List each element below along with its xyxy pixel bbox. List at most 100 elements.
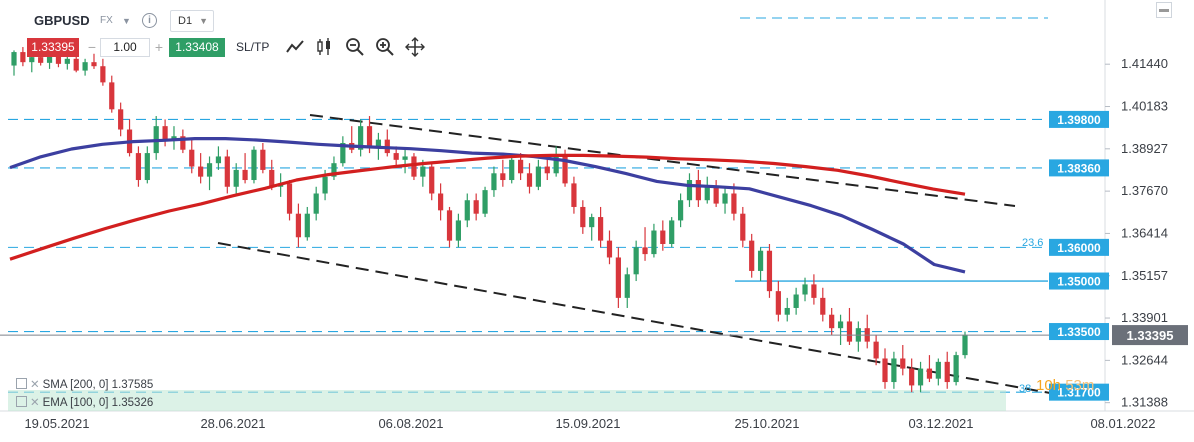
candle-body (784, 307, 790, 315)
candle-body (829, 314, 835, 329)
candle-body (597, 217, 604, 241)
candle-countdown: 10h 53m (1036, 377, 1094, 394)
candle-body (331, 163, 337, 177)
candle-body (544, 166, 550, 174)
candle-body (91, 62, 97, 67)
x-tick-label: 06.08.2021 (378, 416, 443, 431)
candle-body (420, 166, 426, 177)
level-tag-label: 1.35000 (1057, 275, 1101, 289)
y-tick-label: 1.41440 (1121, 56, 1168, 71)
candle-body (713, 186, 719, 204)
minimize-icon[interactable]: ▬ (1156, 2, 1172, 18)
candle-body (793, 294, 799, 308)
candle-body (873, 341, 879, 359)
crosshair-icon[interactable] (404, 36, 426, 58)
x-tick-label: 03.12.2021 (908, 416, 973, 431)
candle-body (38, 57, 44, 63)
zoom-in-icon[interactable] (374, 36, 396, 58)
level-tag-label: 1.31700 (1057, 386, 1101, 400)
candle-body (446, 210, 453, 241)
candle-body (340, 142, 346, 164)
candle-body (953, 355, 959, 383)
volume-decrease-button[interactable]: − (87, 39, 97, 55)
candle-body (615, 257, 621, 298)
candle-body (571, 183, 577, 207)
candle-body (411, 156, 417, 177)
sl-tp-button[interactable]: SL/TP (236, 40, 270, 54)
settings-icon[interactable] (16, 396, 27, 407)
candle-body (562, 156, 568, 184)
line-chart-icon[interactable] (284, 36, 306, 58)
ema-legend-text: EMA [100, 0] 1.35326 (42, 397, 154, 409)
candle-body (740, 213, 746, 241)
candle-body (624, 274, 630, 298)
candle-body (731, 193, 737, 214)
candle-body (73, 58, 79, 71)
sell-button[interactable]: 1.33395 (27, 38, 79, 57)
candle-body (606, 240, 613, 258)
fib-label: 38 (1019, 383, 1031, 395)
candle-body (749, 240, 755, 271)
level-tag-label: 1.33500 (1057, 325, 1101, 339)
y-tick-label: 1.35157 (1121, 268, 1168, 283)
level-tag (1049, 272, 1109, 290)
sma-legend[interactable]: ✕ SMA [200, 0] 1.37585 (16, 378, 153, 392)
buy-button[interactable]: 1.33408 (169, 38, 225, 57)
timeframe-select[interactable]: D1 ▼ (170, 10, 214, 32)
candle-body (464, 200, 470, 221)
candle-body (313, 193, 319, 214)
chevron-down-icon: ▼ (199, 16, 208, 26)
chevron-down-icon[interactable]: ▼ (122, 16, 131, 26)
candle-body (846, 321, 853, 342)
y-tick-label: 1.32644 (1121, 352, 1168, 367)
zoom-out-icon[interactable] (344, 36, 366, 58)
candle-body (526, 173, 533, 187)
y-tick-label: 1.37670 (1121, 183, 1168, 198)
volume-increase-button[interactable]: + (154, 39, 164, 55)
candle-body (206, 163, 213, 177)
candle-body (651, 230, 657, 255)
ema-legend[interactable]: ✕ EMA [100, 0] 1.35326 (16, 396, 153, 410)
candle-body (820, 297, 826, 315)
candle-body (20, 52, 26, 63)
candle-body (686, 180, 693, 201)
market-label: FX (100, 15, 113, 26)
candle-body (242, 169, 248, 181)
level-tag (1049, 383, 1109, 401)
candle-body (198, 166, 204, 177)
candle-body (766, 250, 773, 292)
candle-body (633, 247, 639, 275)
info-icon[interactable]: i (142, 13, 157, 28)
settings-icon[interactable] (16, 378, 27, 389)
candle-body (837, 321, 844, 329)
candle-body (642, 247, 648, 255)
candle-body (917, 368, 924, 386)
level-tag (1049, 238, 1109, 256)
candle-body (402, 156, 408, 160)
candle-body (286, 183, 293, 214)
candle-body (589, 217, 595, 228)
volume-input[interactable]: 1.00 (100, 38, 150, 57)
candle-body (100, 66, 106, 83)
candle-body (224, 156, 230, 187)
candles-icon[interactable] (314, 36, 336, 58)
candle-body (722, 193, 728, 204)
y-tick-label: 1.40183 (1121, 99, 1168, 114)
current-price-tag (1112, 325, 1188, 346)
candle-body (802, 284, 808, 295)
symbol-label[interactable]: GBPUSD (34, 13, 90, 28)
close-icon[interactable]: ✕ (30, 379, 40, 391)
candle-body (215, 156, 222, 164)
close-icon[interactable]: ✕ (30, 397, 40, 409)
sma-legend-text: SMA [200, 0] 1.37585 (42, 379, 154, 391)
candle-body (29, 57, 35, 63)
candle-body (500, 173, 506, 181)
sma-line (9, 137, 966, 274)
candle-body (171, 136, 177, 140)
candle-body (118, 109, 124, 130)
support-zone (8, 390, 1006, 411)
candle-body (375, 139, 382, 147)
x-tick-label: 15.09.2021 (555, 416, 620, 431)
candle-body (393, 153, 399, 160)
